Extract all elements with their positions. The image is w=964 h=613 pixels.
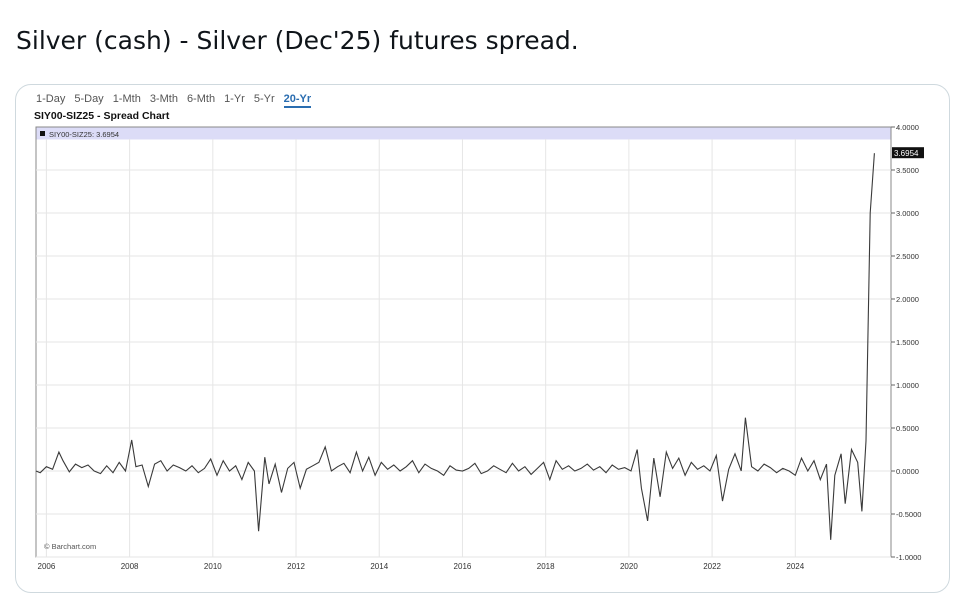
legend-band (36, 127, 891, 140)
legend-text: SIY00-SIZ25: 3.6954 (49, 130, 119, 139)
y-tick-label: -0.5000 (896, 510, 921, 519)
y-tick-label: 3.0000 (896, 209, 919, 218)
x-tick-label: 2006 (38, 562, 56, 571)
y-axis-ticks: 4.0000 3.5000 3.0000 2.5000 2.0000 1.5000 1.00… (891, 123, 921, 562)
grid-lines (36, 139, 891, 558)
watermark: © Barchart.com (44, 542, 96, 551)
series-line-siy00-siz25 (35, 153, 875, 540)
chart-title: SIY00-SIZ25 - Spread Chart (34, 110, 170, 122)
x-tick-label: 2014 (370, 562, 388, 571)
x-tick-label: 2022 (703, 562, 721, 571)
y-tick-label: 2.5000 (896, 252, 919, 261)
last-value-label: 3.6954 (894, 149, 919, 158)
x-tick-label: 2008 (121, 562, 139, 571)
x-tick-label: 2016 (454, 562, 472, 571)
range-tab-20-yr[interactable]: 20-Yr (283, 93, 312, 108)
y-tick-label: 0.0000 (896, 467, 919, 476)
x-tick-label: 2020 (620, 562, 638, 571)
range-tab-1-day[interactable]: 1-Day (36, 93, 66, 105)
range-tab-5-yr[interactable]: 5-Yr (253, 93, 275, 105)
range-tab-3-mth[interactable]: 3-Mth (149, 93, 178, 105)
range-tab-5-day[interactable]: 5-Day (74, 93, 104, 105)
legend-swatch (40, 131, 45, 136)
range-tab-1-yr[interactable]: 1-Yr (224, 93, 245, 105)
x-tick-label: 2018 (537, 562, 555, 571)
chart-card[interactable]: 1-Day 5-Day 1-Mth 3-Mth 6-Mth 1-Yr 5-Yr … (15, 84, 950, 593)
y-tick-label: 1.0000 (896, 381, 919, 390)
y-tick-label: -1.0000 (896, 553, 921, 562)
range-tabs: 1-Day 5-Day 1-Mth 3-Mth 6-Mth 1-Yr 5-Yr … (36, 93, 320, 108)
range-tab-6-mth[interactable]: 6-Mth (186, 93, 216, 105)
post-title: Silver (cash) - Silver (Dec'25) futures … (16, 26, 579, 55)
spread-chart: SIY00-SIZ25: 3.6954 2006 2008 2010 2012 2014… (35, 123, 924, 571)
x-tick-label: 2012 (287, 562, 305, 571)
y-tick-label: 0.5000 (896, 424, 919, 433)
range-tab-1-mth[interactable]: 1-Mth (112, 93, 141, 105)
x-axis-ticks: 2006 2008 2010 2012 2014 2016 2018 2020 2022 2024 (38, 562, 805, 571)
y-tick-label: 4.0000 (896, 123, 919, 132)
x-tick-label: 2010 (204, 562, 222, 571)
y-tick-label: 3.5000 (896, 166, 919, 175)
y-tick-label: 1.5000 (896, 338, 919, 347)
y-tick-label: 2.0000 (896, 295, 919, 304)
last-value-box (892, 147, 924, 159)
x-tick-label: 2024 (786, 562, 804, 571)
